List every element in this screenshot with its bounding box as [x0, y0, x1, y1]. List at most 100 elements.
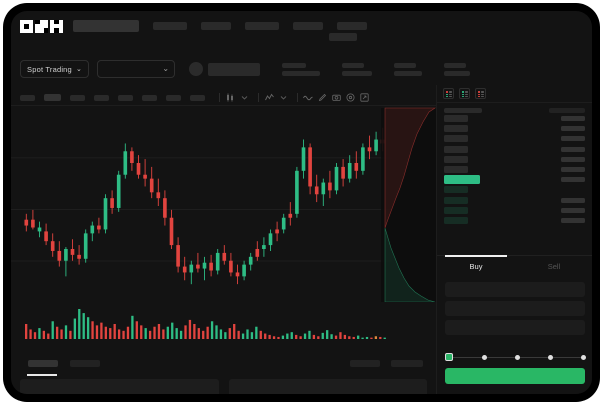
ob-row-size	[561, 116, 585, 121]
timeframe-1[interactable]	[20, 94, 35, 101]
ob-row-price	[444, 196, 468, 204]
ob-row-price	[444, 206, 468, 214]
toolbar-divider	[297, 93, 298, 102]
order-amount-field[interactable]	[445, 301, 585, 316]
ob-mode-both-icon[interactable]	[443, 88, 454, 99]
nav-item-3[interactable]	[245, 22, 279, 30]
bottom-panel-right[interactable]	[228, 379, 427, 394]
chevron-down-icon: ⌄	[162, 64, 170, 73]
chevron-down-icon[interactable]	[239, 93, 249, 103]
settings-icon[interactable]	[345, 93, 355, 103]
bottom-panel-left[interactable]	[20, 379, 219, 394]
tab-order-history[interactable]	[70, 359, 100, 367]
logo-o-icon	[20, 19, 33, 33]
pencil-icon[interactable]	[317, 93, 327, 103]
order-total-field[interactable]	[445, 320, 585, 335]
order-book-row[interactable]	[444, 145, 585, 153]
slider-dot-25[interactable]	[482, 354, 487, 360]
top-navigation-bar	[11, 11, 592, 41]
slider-dot-50[interactable]	[515, 354, 520, 360]
stat-value	[444, 70, 471, 76]
timeframe-3[interactable]	[70, 94, 85, 101]
ob-mode-bids-icon[interactable]	[459, 88, 470, 99]
order-book-row[interactable]	[444, 125, 585, 133]
coin-avatar	[189, 62, 204, 76]
candle-series	[24, 127, 385, 285]
chevron-down-icon: ⌄	[75, 65, 83, 73]
depth-chart-overlay	[381, 107, 436, 302]
tab-open-orders[interactable]	[27, 359, 58, 376]
bottom-control-2[interactable]	[391, 359, 423, 367]
nav-item-1[interactable]	[153, 22, 187, 30]
slider-handle[interactable]	[445, 353, 453, 361]
timeframe-2[interactable]	[44, 94, 61, 101]
ob-row-price	[444, 216, 468, 224]
order-percent-slider[interactable]	[445, 352, 586, 362]
stat-24h-change	[342, 62, 373, 76]
nav-item-2[interactable]	[201, 22, 231, 30]
okx-logo[interactable]	[20, 19, 63, 33]
trading-mode-select[interactable]: Spot Trading ⌄	[20, 60, 90, 78]
slider-dot-100[interactable]	[581, 354, 586, 360]
order-book-header	[437, 103, 592, 115]
chevron-down-icon[interactable]	[278, 93, 288, 103]
nav-item-5[interactable]	[337, 22, 367, 30]
ob-row-price	[444, 125, 468, 133]
order-book-row[interactable]	[444, 196, 585, 204]
ob-row-size	[561, 136, 585, 142]
tab-sell[interactable]: Sell	[547, 262, 561, 271]
camera-icon[interactable]	[331, 93, 341, 103]
ob-row-size	[561, 146, 585, 152]
trading-mode-label: Spot Trading	[27, 64, 72, 74]
nav-right-account[interactable]	[329, 33, 357, 41]
indicator-icon[interactable]	[264, 93, 274, 103]
order-book-row[interactable]	[444, 186, 585, 194]
order-book-and-entry-panel: Buy Sell	[436, 85, 592, 394]
order-entry-form	[437, 278, 592, 335]
ob-row-size	[561, 207, 585, 213]
order-price-field[interactable]	[445, 282, 585, 297]
ob-spread-size	[561, 177, 585, 183]
slider-dot-75[interactable]	[548, 354, 553, 360]
stat-value	[394, 70, 423, 76]
candlestick-chart[interactable]	[11, 106, 436, 302]
ob-row-price	[444, 115, 468, 122]
timeframe-7[interactable]	[166, 94, 181, 101]
bottom-control-1[interactable]	[350, 359, 380, 367]
order-book-rows	[437, 115, 592, 224]
stat-label	[282, 62, 307, 68]
stat-last-price	[282, 62, 321, 76]
wave-icon[interactable]	[303, 93, 313, 103]
chart-canvas	[11, 127, 392, 285]
fullscreen-icon[interactable]	[359, 93, 369, 103]
order-book-row[interactable]	[444, 155, 585, 163]
orders-tab-bar	[11, 351, 436, 376]
stat-label	[444, 62, 467, 68]
ob-row-price	[444, 186, 468, 194]
nav-item-4[interactable]	[293, 22, 323, 30]
order-book-row[interactable]	[444, 206, 585, 214]
ob-mode-asks-icon[interactable]	[475, 88, 486, 99]
timeframe-4[interactable]	[94, 94, 109, 101]
volume-canvas	[25, 309, 386, 339]
tab-buy[interactable]: Buy	[437, 255, 515, 277]
order-book-row[interactable]	[444, 115, 585, 122]
search-input[interactable]	[73, 20, 139, 32]
pair-select-dropdown[interactable]: ⌄	[97, 60, 176, 78]
timeframe-6[interactable]	[142, 94, 157, 101]
submit-buy-button[interactable]	[445, 368, 585, 384]
timeframe-8[interactable]	[190, 94, 205, 101]
candlestick-icon[interactable]	[225, 93, 235, 103]
order-book-row[interactable]	[444, 216, 585, 224]
ob-row-price	[444, 135, 468, 143]
order-book-row[interactable]	[444, 165, 585, 173]
ob-row-size	[561, 156, 585, 162]
logo-x-icon	[50, 19, 63, 33]
ob-spread-bar	[444, 175, 480, 185]
ob-spread-row	[444, 175, 585, 185]
ob-col-header-size	[549, 108, 585, 113]
stat-value	[342, 70, 373, 76]
toolbar-divider	[258, 93, 259, 102]
order-book-row[interactable]	[444, 135, 585, 143]
timeframe-5[interactable]	[118, 94, 133, 101]
